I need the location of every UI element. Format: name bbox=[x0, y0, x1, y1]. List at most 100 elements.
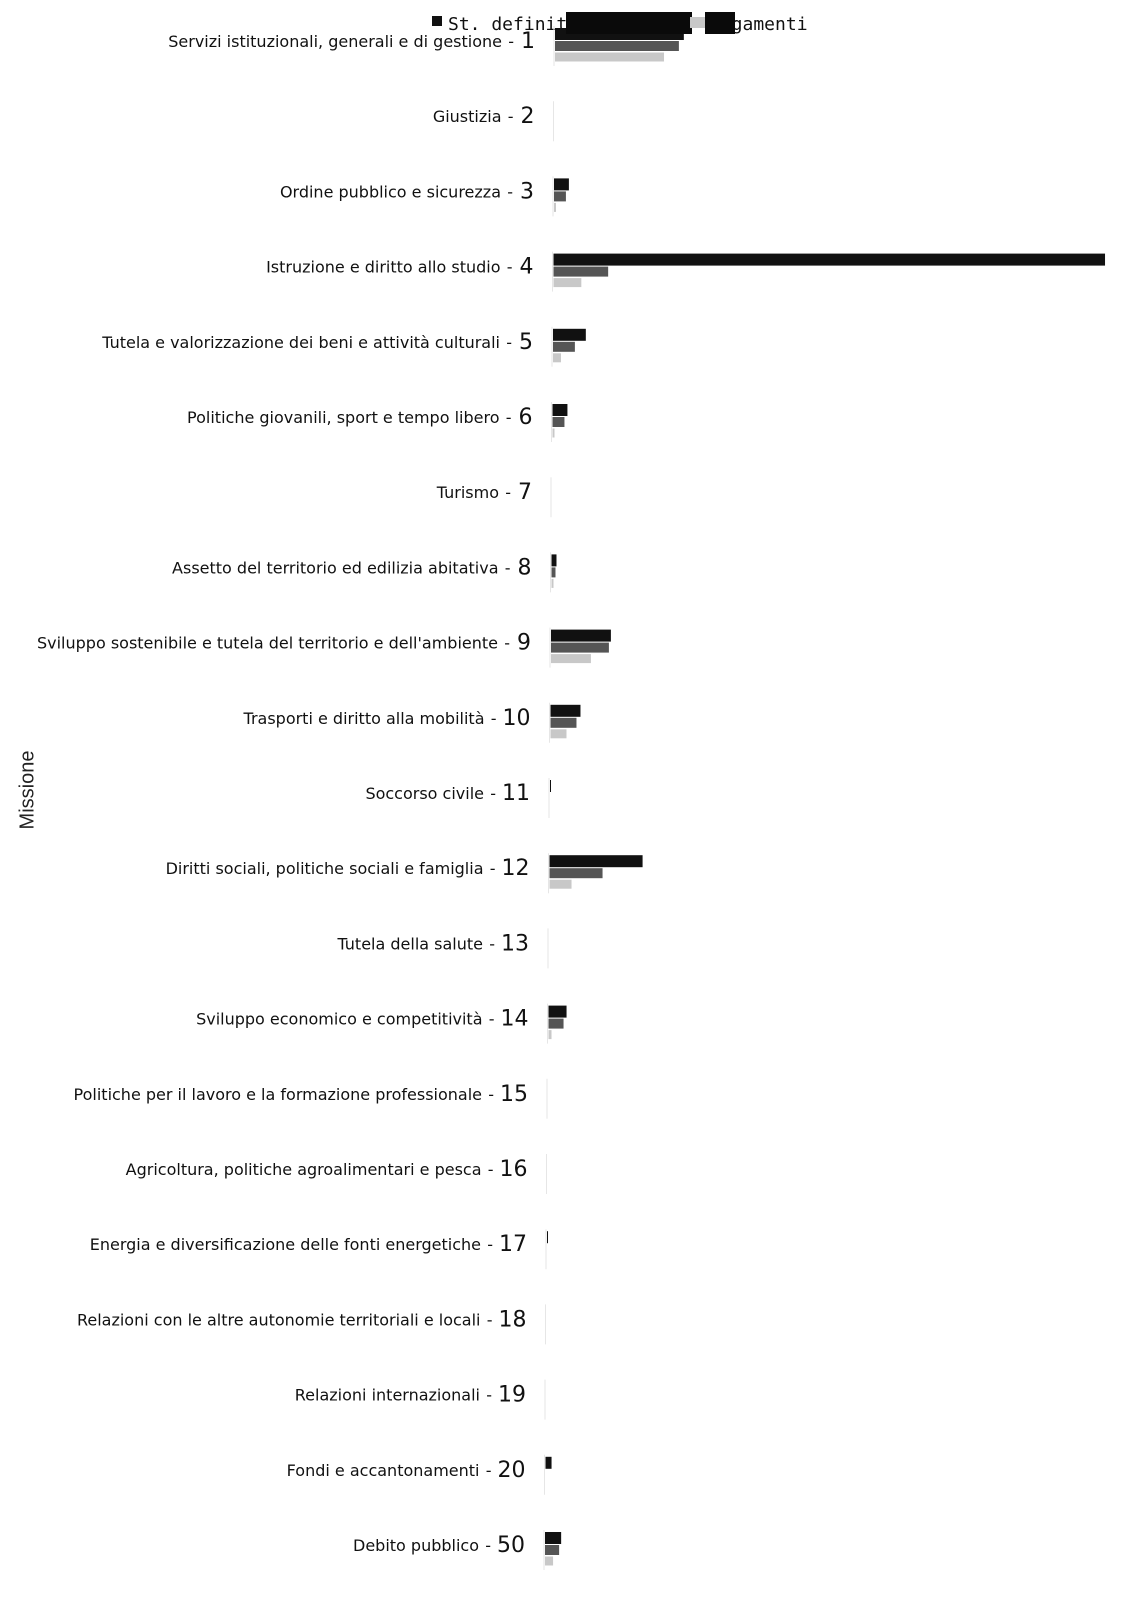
category-labels: 1-Servizi istituzionali, generali e di g… bbox=[37, 29, 535, 1558]
category-row: 17-Energia e diversificazione delle font… bbox=[90, 1232, 527, 1257]
category-label: Tutela della salute bbox=[336, 934, 483, 953]
category-dash: - bbox=[489, 1010, 495, 1029]
category-dash: - bbox=[508, 32, 514, 51]
bar-impegni bbox=[548, 1018, 564, 1029]
category-label: Assetto del territorio ed edilizia abita… bbox=[172, 558, 498, 577]
bar-pagamenti bbox=[545, 1556, 554, 1566]
category-row: 10-Trasporti e diritto alla mobilità bbox=[243, 706, 531, 731]
category-label: Trasporti e diritto alla mobilità bbox=[243, 709, 485, 728]
category-code: 13 bbox=[501, 931, 529, 956]
category-label: Relazioni con le altre autonomie territo… bbox=[77, 1310, 481, 1329]
category-dash: - bbox=[505, 558, 511, 577]
bar-pagamenti bbox=[551, 654, 591, 664]
category-dash: - bbox=[508, 107, 514, 126]
category-row: 6-Politiche giovanili, sport e tempo lib… bbox=[187, 405, 532, 430]
bar-st-definitivi bbox=[551, 629, 611, 642]
category-code: 50 bbox=[497, 1533, 525, 1558]
bar-pagamenti bbox=[552, 428, 555, 438]
category-label: Tutela e valorizzazione dei beni e attiv… bbox=[101, 333, 500, 352]
category-code: 12 bbox=[502, 856, 530, 881]
category-dash: - bbox=[505, 483, 511, 502]
category-code: 18 bbox=[499, 1307, 527, 1332]
category-row: 20-Fondi e accantonamenti bbox=[287, 1458, 526, 1483]
category-code: 2 bbox=[521, 104, 535, 129]
category-label: Istruzione e diritto allo studio bbox=[266, 258, 500, 277]
bar-st-definitivi bbox=[554, 178, 569, 191]
category-row: 8-Assetto del territorio ed edilizia abi… bbox=[172, 555, 531, 580]
bar-st-definitivi bbox=[551, 554, 557, 567]
category-label: Sviluppo sostenibile e tutela del territ… bbox=[37, 634, 498, 653]
category-dash: - bbox=[486, 1386, 492, 1405]
category-row: 15-Politiche per il lavoro e la formazio… bbox=[74, 1082, 528, 1107]
category-label: Ordine pubblico e sicurezza bbox=[280, 182, 501, 201]
category-label: Diritti sociali, politiche sociali e fam… bbox=[166, 859, 484, 878]
y-axis-title: Missione bbox=[16, 751, 38, 830]
category-code: 17 bbox=[499, 1232, 527, 1257]
category-row: 7-Turismo bbox=[436, 480, 532, 505]
legend-swatch-st-definitivi bbox=[432, 16, 442, 26]
category-dash: - bbox=[491, 709, 497, 728]
category-label: Relazioni internazionali bbox=[295, 1386, 480, 1405]
category-code: 3 bbox=[520, 179, 534, 204]
bar-pagamenti bbox=[553, 278, 582, 288]
category-label: Giustizia bbox=[433, 107, 502, 126]
bar-impegni bbox=[551, 642, 609, 653]
bar-impegni bbox=[550, 717, 577, 728]
category-label: Turismo bbox=[436, 483, 499, 502]
category-code: 10 bbox=[503, 706, 531, 731]
bar-st-definitivi bbox=[553, 328, 586, 341]
category-dash: - bbox=[488, 1160, 494, 1179]
category-code: 20 bbox=[498, 1458, 526, 1483]
category-label: Politiche giovanili, sport e tempo liber… bbox=[187, 408, 499, 427]
bar-impegni bbox=[551, 567, 556, 578]
category-code: 9 bbox=[517, 631, 531, 656]
bar-st-definitivi bbox=[552, 404, 568, 416]
bar-pagamenti bbox=[551, 578, 554, 588]
category-dash: - bbox=[485, 1536, 491, 1555]
category-dash: - bbox=[507, 258, 513, 277]
category-label: Agricoltura, politiche agroalimentari e … bbox=[126, 1160, 482, 1179]
category-dash: - bbox=[490, 859, 496, 878]
bar-impegni bbox=[549, 868, 603, 879]
category-dash: - bbox=[504, 634, 510, 653]
category-dash: - bbox=[507, 182, 513, 201]
category-row: 4-Istruzione e diritto allo studio bbox=[266, 255, 533, 280]
bar-impegni bbox=[552, 417, 565, 427]
category-dash: - bbox=[506, 333, 512, 352]
bar-st-definitivi bbox=[545, 1532, 562, 1544]
category-dash: - bbox=[486, 1461, 492, 1480]
category-label: Sviluppo economico e competitività bbox=[196, 1010, 482, 1029]
category-label: Fondi e accantonamenti bbox=[287, 1461, 480, 1480]
bar-st-definitivi bbox=[549, 855, 643, 868]
bar-pagamenti bbox=[549, 879, 572, 889]
bar-pagamenti bbox=[548, 1030, 552, 1040]
bar-impegni bbox=[554, 191, 566, 202]
bar-st-definitivi bbox=[548, 1005, 567, 1018]
category-label: Energia e diversificazione delle fonti e… bbox=[90, 1235, 481, 1254]
bars bbox=[543, 26, 1106, 1570]
category-code: 14 bbox=[501, 1007, 529, 1032]
category-code: 16 bbox=[500, 1157, 528, 1182]
category-dash: - bbox=[488, 1085, 494, 1104]
category-row: 50-Debito pubblico bbox=[353, 1533, 525, 1558]
bar-st-definitivi bbox=[550, 704, 581, 717]
bar-st-definitivi bbox=[553, 253, 1106, 266]
category-row: 1-Servizi istituzionali, generali e di g… bbox=[168, 29, 535, 54]
category-row: 16-Agricoltura, politiche agroalimentari… bbox=[126, 1157, 528, 1182]
bar-pagamenti bbox=[554, 202, 556, 212]
category-row: 19-Relazioni internazionali bbox=[295, 1383, 526, 1408]
category-row: 18-Relazioni con le altre autonomie terr… bbox=[77, 1307, 527, 1332]
category-dash: - bbox=[487, 1310, 493, 1329]
category-row: 11-Soccorso civile bbox=[365, 781, 530, 806]
category-label: Debito pubblico bbox=[353, 1536, 479, 1555]
legend-occlusion bbox=[705, 12, 735, 34]
legend-occlusion bbox=[566, 12, 692, 34]
bar-pagamenti bbox=[550, 729, 567, 739]
bar-pagamenti bbox=[553, 353, 561, 363]
category-code: 6 bbox=[519, 405, 533, 430]
category-row: 14-Sviluppo economico e competitività bbox=[196, 1007, 528, 1032]
bar-st-definitivi bbox=[545, 1456, 552, 1469]
bar-impegni bbox=[545, 1545, 560, 1555]
category-code: 8 bbox=[518, 555, 532, 580]
